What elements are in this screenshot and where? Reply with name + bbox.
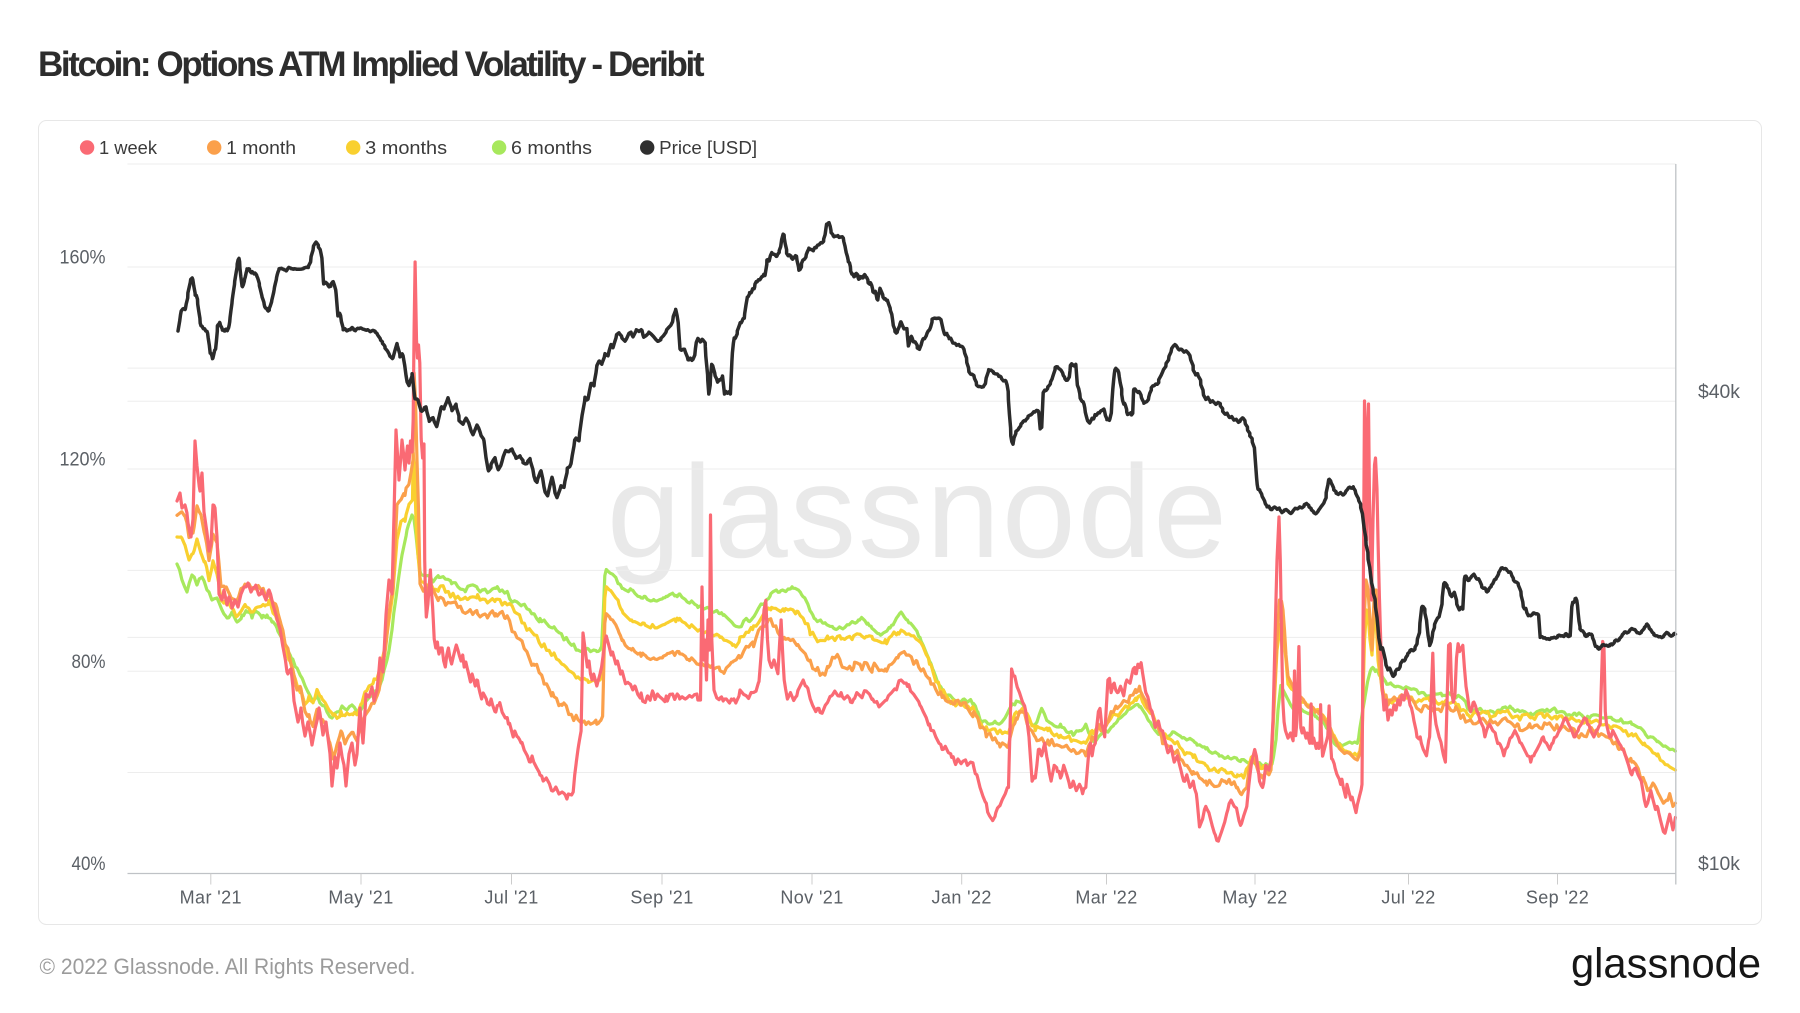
- svg-text:Nov '21: Nov '21: [780, 888, 843, 908]
- svg-text:Bitcoin: Options ATM Implied V: Bitcoin: Options ATM Implied Volatility …: [38, 45, 705, 84]
- svg-text:6 months: 6 months: [511, 138, 592, 158]
- svg-text:80%: 80%: [72, 651, 106, 673]
- svg-text:Jul '22: Jul '22: [1381, 888, 1435, 908]
- svg-text:120%: 120%: [60, 449, 106, 471]
- svg-text:Sep '22: Sep '22: [1526, 888, 1589, 908]
- svg-text:Jan '22: Jan '22: [932, 888, 992, 908]
- svg-text:Sep '21: Sep '21: [630, 888, 693, 908]
- svg-text:Price [USD]: Price [USD]: [659, 138, 757, 158]
- svg-text:1 month: 1 month: [226, 138, 296, 158]
- svg-text:© 2022 Glassnode. All Rights R: © 2022 Glassnode. All Rights Reserved.: [40, 954, 416, 979]
- svg-text:Mar '22: Mar '22: [1075, 888, 1137, 908]
- svg-text:1 week: 1 week: [99, 138, 158, 158]
- svg-text:Jul '21: Jul '21: [484, 888, 538, 908]
- svg-text:Mar '21: Mar '21: [180, 888, 242, 908]
- svg-text:$10k: $10k: [1698, 853, 1740, 875]
- svg-text:glassnode: glassnode: [1571, 940, 1761, 987]
- svg-text:May '22: May '22: [1222, 888, 1287, 908]
- svg-text:$40k: $40k: [1698, 381, 1740, 403]
- svg-text:May '21: May '21: [328, 888, 393, 908]
- svg-text:glassnode: glassnode: [607, 438, 1229, 585]
- svg-text:40%: 40%: [72, 853, 106, 875]
- svg-text:160%: 160%: [60, 247, 106, 269]
- svg-text:3 months: 3 months: [365, 138, 447, 158]
